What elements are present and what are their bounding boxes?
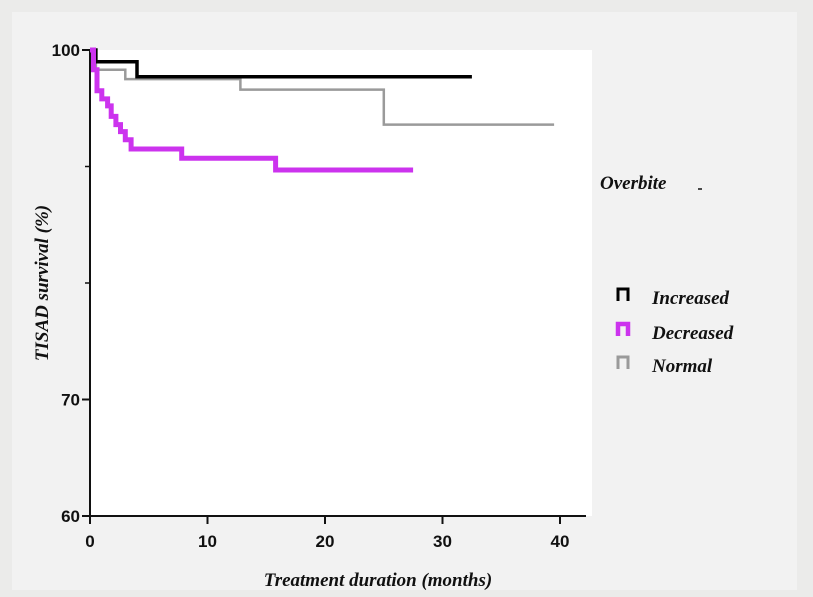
x-tick-label: 0 [85,532,94,551]
legend-label-normal: Normal [651,356,713,377]
x-tick-label: 40 [551,532,570,551]
x-axis-title: Treatment duration (months) [264,570,492,590]
y-tick-label: 60 [61,507,80,526]
legend-swatch-increased [616,287,630,301]
y-axis-title: TISAD survival (%) [32,205,53,361]
legend-label-increased: Increased [651,288,730,309]
plot-area [90,50,592,516]
series-line-decreased [90,47,414,173]
x-tick-label: 30 [433,532,452,551]
legend-swatch-decreased [615,321,631,336]
legend-title: Overbite [600,173,667,194]
figure: 60 70 100 0 10 20 30 40 TISAD survival (%) Tre… [12,12,797,590]
x-tick-label: 20 [316,532,335,551]
legend-label-decreased: Decreased [651,323,734,344]
y-tick-label: 100 [52,41,80,60]
legend-swatch-normal [616,355,630,369]
x-tick-label: 10 [198,532,217,551]
survival-chart: 60 70 100 0 10 20 30 40 TISAD survival (%) Tre… [32,41,734,590]
y-tick-label: 70 [61,391,80,410]
